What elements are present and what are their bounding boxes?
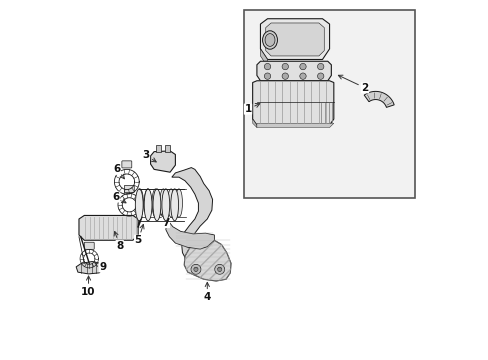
Ellipse shape	[175, 189, 182, 217]
Polygon shape	[164, 145, 169, 152]
Polygon shape	[156, 145, 161, 152]
Ellipse shape	[136, 189, 143, 217]
Polygon shape	[165, 220, 214, 249]
FancyBboxPatch shape	[84, 242, 94, 249]
Circle shape	[317, 63, 323, 70]
Text: 8: 8	[114, 231, 123, 251]
Text: 5: 5	[134, 224, 144, 245]
Polygon shape	[364, 91, 393, 107]
Polygon shape	[252, 81, 333, 125]
Circle shape	[214, 264, 224, 274]
Circle shape	[299, 73, 305, 79]
Ellipse shape	[264, 33, 274, 46]
Polygon shape	[265, 23, 324, 56]
Circle shape	[299, 63, 305, 70]
Circle shape	[282, 73, 288, 79]
Ellipse shape	[153, 189, 161, 221]
Circle shape	[282, 63, 288, 70]
Circle shape	[317, 73, 323, 79]
Polygon shape	[150, 151, 175, 172]
Text: 3: 3	[142, 150, 156, 162]
FancyBboxPatch shape	[122, 161, 132, 168]
Circle shape	[191, 264, 201, 274]
Polygon shape	[76, 261, 102, 274]
Circle shape	[264, 63, 270, 70]
Text: 1: 1	[244, 104, 259, 114]
FancyBboxPatch shape	[244, 10, 414, 198]
Text: 7: 7	[158, 213, 169, 228]
Circle shape	[264, 73, 270, 79]
Text: 10: 10	[81, 276, 96, 297]
Polygon shape	[252, 119, 256, 127]
Ellipse shape	[152, 189, 159, 217]
Ellipse shape	[160, 189, 166, 217]
Polygon shape	[256, 123, 333, 127]
Polygon shape	[184, 239, 230, 281]
Ellipse shape	[162, 189, 169, 221]
Ellipse shape	[167, 189, 174, 217]
Polygon shape	[260, 19, 329, 59]
Ellipse shape	[135, 189, 143, 221]
Text: 9: 9	[95, 262, 106, 272]
Text: 6: 6	[112, 192, 126, 203]
Text: 2: 2	[338, 75, 368, 93]
FancyBboxPatch shape	[124, 185, 134, 193]
Polygon shape	[260, 49, 267, 67]
Text: 4: 4	[203, 282, 210, 302]
Ellipse shape	[144, 189, 152, 221]
Ellipse shape	[262, 31, 277, 49]
Circle shape	[217, 267, 222, 271]
Circle shape	[193, 267, 198, 271]
Ellipse shape	[144, 189, 151, 217]
Polygon shape	[171, 168, 214, 269]
Polygon shape	[79, 215, 138, 240]
Polygon shape	[256, 61, 331, 81]
Ellipse shape	[170, 189, 178, 221]
Text: 6: 6	[113, 165, 124, 179]
